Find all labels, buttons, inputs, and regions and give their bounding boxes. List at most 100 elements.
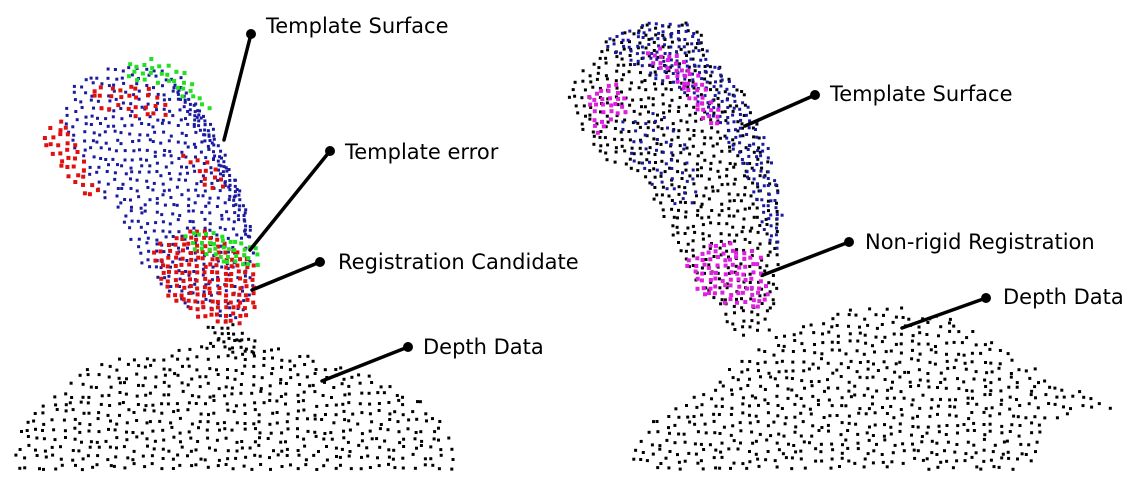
depth-point [873, 423, 877, 427]
depth-point [69, 381, 73, 385]
depth-point [613, 127, 617, 130]
left-depth-data-points [14, 319, 455, 472]
error-point [133, 114, 138, 119]
depth-point [691, 248, 695, 252]
depth-point [890, 460, 894, 464]
error-point [97, 93, 102, 98]
template-point [104, 158, 108, 161]
depth-point [769, 434, 773, 438]
depth-point [296, 409, 300, 413]
depth-point [748, 111, 752, 115]
depth-point [1089, 397, 1093, 401]
depth-point [740, 297, 743, 301]
template-point [115, 194, 119, 198]
error-point [134, 95, 139, 100]
depth-point [132, 411, 136, 414]
depth-point [821, 341, 825, 345]
depth-point [252, 422, 256, 426]
depth-point [285, 454, 289, 457]
depth-point [1071, 394, 1075, 398]
depth-point [85, 368, 89, 372]
depth-point [709, 280, 713, 284]
depth-point [926, 372, 930, 375]
depth-point [632, 457, 636, 461]
template-point [670, 151, 674, 155]
depth-point [966, 440, 970, 444]
error-point [202, 229, 207, 234]
depth-point [683, 186, 687, 190]
depth-point [1008, 430, 1012, 433]
template-point [168, 97, 172, 101]
depth-point [785, 376, 789, 380]
depth-point [423, 457, 427, 461]
error-point [48, 142, 53, 147]
depth-point [871, 402, 874, 406]
error-point [145, 112, 150, 117]
template-point [233, 285, 237, 288]
depth-point [720, 441, 724, 445]
depth-point [868, 307, 872, 311]
template-point [759, 161, 763, 165]
template-point [755, 155, 759, 159]
template-point [167, 289, 171, 293]
depth-point [258, 431, 262, 435]
depth-point [780, 407, 784, 410]
template-point [776, 191, 780, 195]
template-point [155, 197, 159, 201]
depth-point [330, 437, 334, 441]
template-point [194, 258, 198, 262]
depth-point [1038, 430, 1042, 434]
depth-point [685, 146, 689, 150]
template-point [649, 56, 653, 60]
template-point [137, 89, 141, 93]
depth-point [615, 114, 619, 118]
template-point [104, 141, 108, 145]
candidate-point [191, 94, 196, 99]
depth-point [883, 423, 886, 427]
template-point [114, 149, 118, 153]
depth-point [965, 336, 969, 340]
depth-point [685, 120, 689, 124]
depth-point [680, 23, 684, 27]
template-point [248, 276, 252, 280]
template-point [176, 140, 180, 144]
depth-point [194, 463, 198, 467]
template-point [703, 69, 707, 73]
depth-point [313, 430, 317, 434]
depth-point [80, 468, 84, 472]
depth-point [882, 434, 886, 438]
error-point [82, 191, 87, 196]
template-point [220, 156, 223, 160]
depth-point [153, 439, 157, 443]
depth-point [280, 465, 284, 468]
depth-point [653, 186, 657, 189]
template-point [95, 170, 99, 174]
depth-point [732, 199, 736, 203]
depth-point [107, 375, 111, 379]
template-point [670, 177, 674, 181]
depth-point [1006, 450, 1010, 454]
depth-point [826, 386, 830, 390]
template-point [650, 182, 654, 186]
template-point [203, 226, 207, 230]
template-point [84, 122, 88, 126]
depth-point [891, 380, 894, 384]
template-point [116, 138, 120, 142]
depth-point [161, 428, 165, 432]
template-point [227, 217, 231, 221]
template-point [226, 250, 230, 254]
depth-point [25, 429, 29, 432]
depth-point [218, 428, 221, 432]
depth-point [741, 225, 745, 229]
template-point [65, 106, 69, 110]
depth-point [377, 402, 381, 405]
depth-point [684, 257, 688, 261]
depth-point [716, 169, 720, 173]
error-point [119, 95, 124, 100]
depth-point [433, 430, 437, 434]
depth-point [205, 428, 209, 432]
depth-point [592, 134, 596, 138]
template-point [244, 232, 248, 236]
depth-point [639, 98, 643, 102]
error-point [213, 167, 218, 172]
